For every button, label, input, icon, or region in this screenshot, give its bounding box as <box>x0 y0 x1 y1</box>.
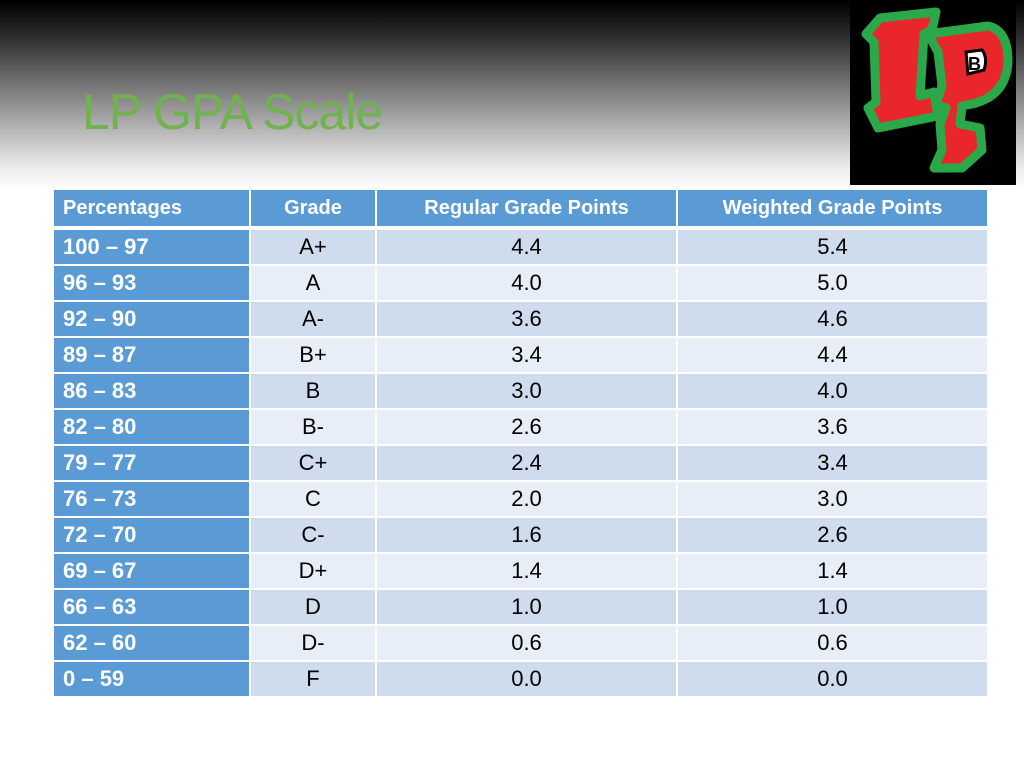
table-row: 92 – 90 A- 3.6 4.6 <box>52 300 989 338</box>
cell-percentage: 76 – 73 <box>52 480 251 518</box>
cell-regular-points: 3.6 <box>375 300 678 338</box>
table-row: 82 – 80 B- 2.6 3.6 <box>52 408 989 446</box>
table-row: 100 – 97 A+ 4.4 5.4 <box>52 227 989 266</box>
cell-regular-points: 2.0 <box>375 480 678 518</box>
table-row: 62 – 60 D- 0.6 0.6 <box>52 624 989 662</box>
svg-text:B: B <box>968 54 981 74</box>
cell-percentage: 0 – 59 <box>52 660 251 698</box>
cell-grade: D- <box>249 624 377 662</box>
cell-regular-points: 0.6 <box>375 624 678 662</box>
cell-regular-points: 3.0 <box>375 372 678 410</box>
cell-grade: F <box>249 660 377 698</box>
cell-weighted-points: 4.6 <box>676 300 989 338</box>
cell-weighted-points: 4.0 <box>676 372 989 410</box>
cell-regular-points: 1.6 <box>375 516 678 554</box>
header-weighted-grade-points: Weighted Grade Points <box>676 188 989 229</box>
cell-percentage: 89 – 87 <box>52 336 251 374</box>
cell-percentage: 86 – 83 <box>52 372 251 410</box>
table-row: 76 – 73 C 2.0 3.0 <box>52 480 989 518</box>
cell-weighted-points: 1.4 <box>676 552 989 590</box>
gpa-scale-table: Percentages Grade Regular Grade Points W… <box>52 188 989 698</box>
cell-grade: D <box>249 588 377 626</box>
lp-logo-graphic: B <box>861 7 1013 173</box>
cell-percentage: 82 – 80 <box>52 408 251 446</box>
cell-regular-points: 0.0 <box>375 660 678 698</box>
cell-weighted-points: 2.6 <box>676 516 989 554</box>
header-regular-grade-points: Regular Grade Points <box>375 188 678 229</box>
cell-grade: A <box>249 264 377 302</box>
cell-grade: A- <box>249 300 377 338</box>
table-row: 69 – 67 D+ 1.4 1.4 <box>52 552 989 590</box>
table-row: 79 – 77 C+ 2.4 3.4 <box>52 444 989 482</box>
cell-regular-points: 4.4 <box>375 227 678 266</box>
table-row: 0 – 59 F 0.0 0.0 <box>52 660 989 698</box>
header-grade: Grade <box>249 188 377 229</box>
cell-percentage: 72 – 70 <box>52 516 251 554</box>
cell-weighted-points: 3.6 <box>676 408 989 446</box>
school-logo: B <box>850 0 1016 185</box>
cell-regular-points: 2.4 <box>375 444 678 482</box>
cell-weighted-points: 3.0 <box>676 480 989 518</box>
table-row: 96 – 93 A 4.0 5.0 <box>52 264 989 302</box>
table-header-row: Percentages Grade Regular Grade Points W… <box>52 188 989 229</box>
table-row: 66 – 63 D 1.0 1.0 <box>52 588 989 626</box>
cell-grade: D+ <box>249 552 377 590</box>
cell-weighted-points: 5.4 <box>676 227 989 266</box>
cell-regular-points: 1.4 <box>375 552 678 590</box>
cell-grade: C- <box>249 516 377 554</box>
cell-weighted-points: 0.0 <box>676 660 989 698</box>
cell-grade: C+ <box>249 444 377 482</box>
table-row: 72 – 70 C- 1.6 2.6 <box>52 516 989 554</box>
cell-percentage: 62 – 60 <box>52 624 251 662</box>
cell-regular-points: 1.0 <box>375 588 678 626</box>
cell-regular-points: 4.0 <box>375 264 678 302</box>
cell-weighted-points: 5.0 <box>676 264 989 302</box>
cell-grade: C <box>249 480 377 518</box>
cell-weighted-points: 3.4 <box>676 444 989 482</box>
table-row: 89 – 87 B+ 3.4 4.4 <box>52 336 989 374</box>
cell-percentage: 92 – 90 <box>52 300 251 338</box>
cell-percentage: 96 – 93 <box>52 264 251 302</box>
table-row: 86 – 83 B 3.0 4.0 <box>52 372 989 410</box>
cell-percentage: 79 – 77 <box>52 444 251 482</box>
header-percentages: Percentages <box>52 188 251 229</box>
cell-weighted-points: 4.4 <box>676 336 989 374</box>
cell-weighted-points: 0.6 <box>676 624 989 662</box>
cell-grade: B- <box>249 408 377 446</box>
cell-grade: B+ <box>249 336 377 374</box>
cell-grade: A+ <box>249 227 377 266</box>
cell-regular-points: 3.4 <box>375 336 678 374</box>
cell-grade: B <box>249 372 377 410</box>
cell-weighted-points: 1.0 <box>676 588 989 626</box>
cell-percentage: 69 – 67 <box>52 552 251 590</box>
cell-regular-points: 2.6 <box>375 408 678 446</box>
cell-percentage: 100 – 97 <box>52 227 251 266</box>
slide-title: LP GPA Scale <box>82 84 383 140</box>
cell-percentage: 66 – 63 <box>52 588 251 626</box>
